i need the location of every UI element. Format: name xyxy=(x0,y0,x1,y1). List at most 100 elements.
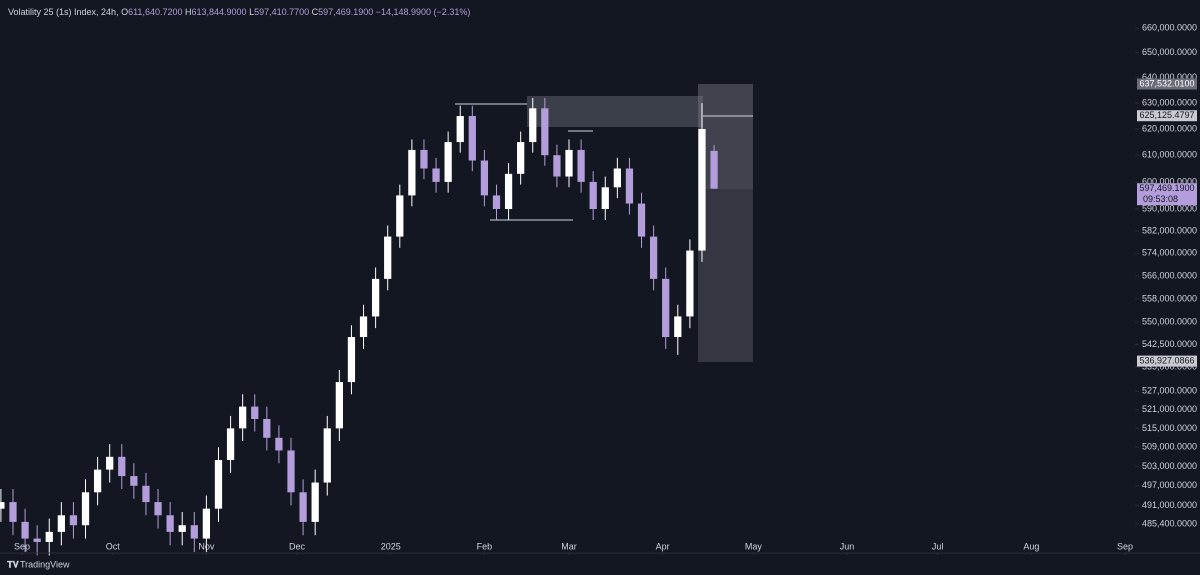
y-tick-label: 566,000.0000 xyxy=(1142,270,1197,280)
candle-body xyxy=(106,456,114,470)
o-value: 611,640.7200 xyxy=(128,7,182,17)
x-tick-label: Dec xyxy=(289,541,306,551)
candle-body xyxy=(480,160,489,196)
candle-body xyxy=(408,149,416,196)
position-box-upper xyxy=(698,84,753,189)
y-tick-label: 521,000.0000 xyxy=(1142,404,1197,414)
y-tick-label: 574,000.0000 xyxy=(1142,248,1197,258)
candle-body xyxy=(335,382,343,429)
candle-body xyxy=(166,515,174,532)
x-tick-label: Apr xyxy=(656,541,670,551)
axes: 660,000.0000 650,000.0000 640,000.0000 630,… xyxy=(14,22,1197,555)
y-tick-label: 660,000.0000 xyxy=(1142,22,1197,32)
candle-body xyxy=(142,485,150,503)
candle-body xyxy=(190,525,198,539)
x-tick-label: Sep xyxy=(14,541,30,551)
y-tick-label: 527,000.0000 xyxy=(1142,386,1197,396)
y-tick-label: 485,400.0000 xyxy=(1142,518,1197,528)
candle-body xyxy=(9,502,17,522)
candle-body xyxy=(432,168,440,182)
candle-body xyxy=(384,236,392,279)
y-tick-label: 620,000.0000 xyxy=(1142,123,1197,133)
candle-body xyxy=(263,419,271,438)
candle-body xyxy=(93,469,102,493)
y-tick-label: 582,000.0000 xyxy=(1142,225,1197,235)
candle-body xyxy=(21,521,29,539)
candle-body xyxy=(239,406,247,429)
candle-body xyxy=(69,515,78,526)
candle-body xyxy=(371,278,380,317)
candle-body xyxy=(504,173,513,210)
candles xyxy=(0,98,718,556)
candle-body xyxy=(456,116,464,143)
h-label: H xyxy=(185,7,192,17)
footer: 𝐓𝐕 TradingView xyxy=(7,559,70,569)
candle-body xyxy=(251,406,259,420)
x-tick-label: Nov xyxy=(198,541,215,551)
y-tick-label: 491,000.0000 xyxy=(1142,500,1197,510)
x-tick-label: 2025 xyxy=(381,541,401,551)
candle-body xyxy=(214,460,223,509)
candle-body xyxy=(130,476,138,486)
candle-body xyxy=(202,508,211,539)
candle-body xyxy=(601,187,609,210)
x-tick-label: Feb xyxy=(477,541,493,551)
candle-body xyxy=(33,538,41,542)
l-label: L xyxy=(249,7,254,17)
x-tick-label: Sep xyxy=(1117,541,1133,551)
candle-body xyxy=(517,142,525,174)
countdown: 09:53:08 xyxy=(1143,194,1178,204)
x-tick-label: Jun xyxy=(840,541,855,551)
y-tick-label: 630,000.0000 xyxy=(1142,98,1197,108)
y-tick-label: 640,000.0000 xyxy=(1142,72,1197,82)
candle-body xyxy=(468,116,476,161)
price-tag xyxy=(1137,183,1197,206)
candle-body xyxy=(287,450,295,493)
candle-body xyxy=(613,168,621,188)
candle-body xyxy=(662,278,670,338)
candle-body xyxy=(541,108,549,156)
candle-body xyxy=(347,337,356,383)
price-tag-label: 637,532.0100 xyxy=(1139,78,1194,88)
y-tick-label: 497,000.0000 xyxy=(1142,480,1197,490)
x-tick-label: Oct xyxy=(106,541,121,551)
change: −14,148.9900 (−2.31%) xyxy=(376,7,471,17)
position-box-lower xyxy=(698,189,753,362)
candle-body xyxy=(226,428,235,461)
candle-body xyxy=(492,195,501,210)
price-tag-label: 597,469.1900 xyxy=(1139,183,1194,193)
candle-body xyxy=(710,150,718,189)
candle-body xyxy=(553,155,561,177)
candle-body xyxy=(589,181,597,210)
y-tick-label: 503,000.0000 xyxy=(1142,461,1197,471)
y-tick-label: 509,000.0000 xyxy=(1142,442,1197,452)
logo-mark: 𝐓𝐕 xyxy=(7,559,20,569)
candle-body xyxy=(0,502,5,509)
candle-body xyxy=(625,168,634,204)
price-tag xyxy=(1137,110,1197,122)
price-tag xyxy=(1137,78,1197,90)
footer-text: TradingView xyxy=(20,559,70,569)
candle-body xyxy=(444,142,452,182)
o-label: O xyxy=(121,7,128,17)
y-tick-label: 558,000.0000 xyxy=(1142,293,1197,303)
candle-body xyxy=(118,456,126,477)
y-tick-label: 515,000.0000 xyxy=(1142,423,1197,433)
candle-body xyxy=(577,149,585,182)
candle-body xyxy=(359,316,368,338)
x-tick-label: Mar xyxy=(561,541,577,551)
legend-header: Volatility 25 (1s) Index, 24h, O611,640.… xyxy=(8,7,470,17)
drawings xyxy=(455,84,753,362)
candle-body xyxy=(698,128,706,251)
candle-body xyxy=(57,515,65,532)
candle-body xyxy=(299,492,307,522)
y-tick-label: 650,000.0000 xyxy=(1142,47,1197,57)
x-tick-label: May xyxy=(745,541,763,551)
candle-body xyxy=(420,149,428,169)
candle-body xyxy=(396,195,404,237)
x-tick-label: Jul xyxy=(932,541,944,551)
c-value: 597,469.1900 xyxy=(318,7,373,17)
h-value: 613,844.9000 xyxy=(192,7,247,17)
